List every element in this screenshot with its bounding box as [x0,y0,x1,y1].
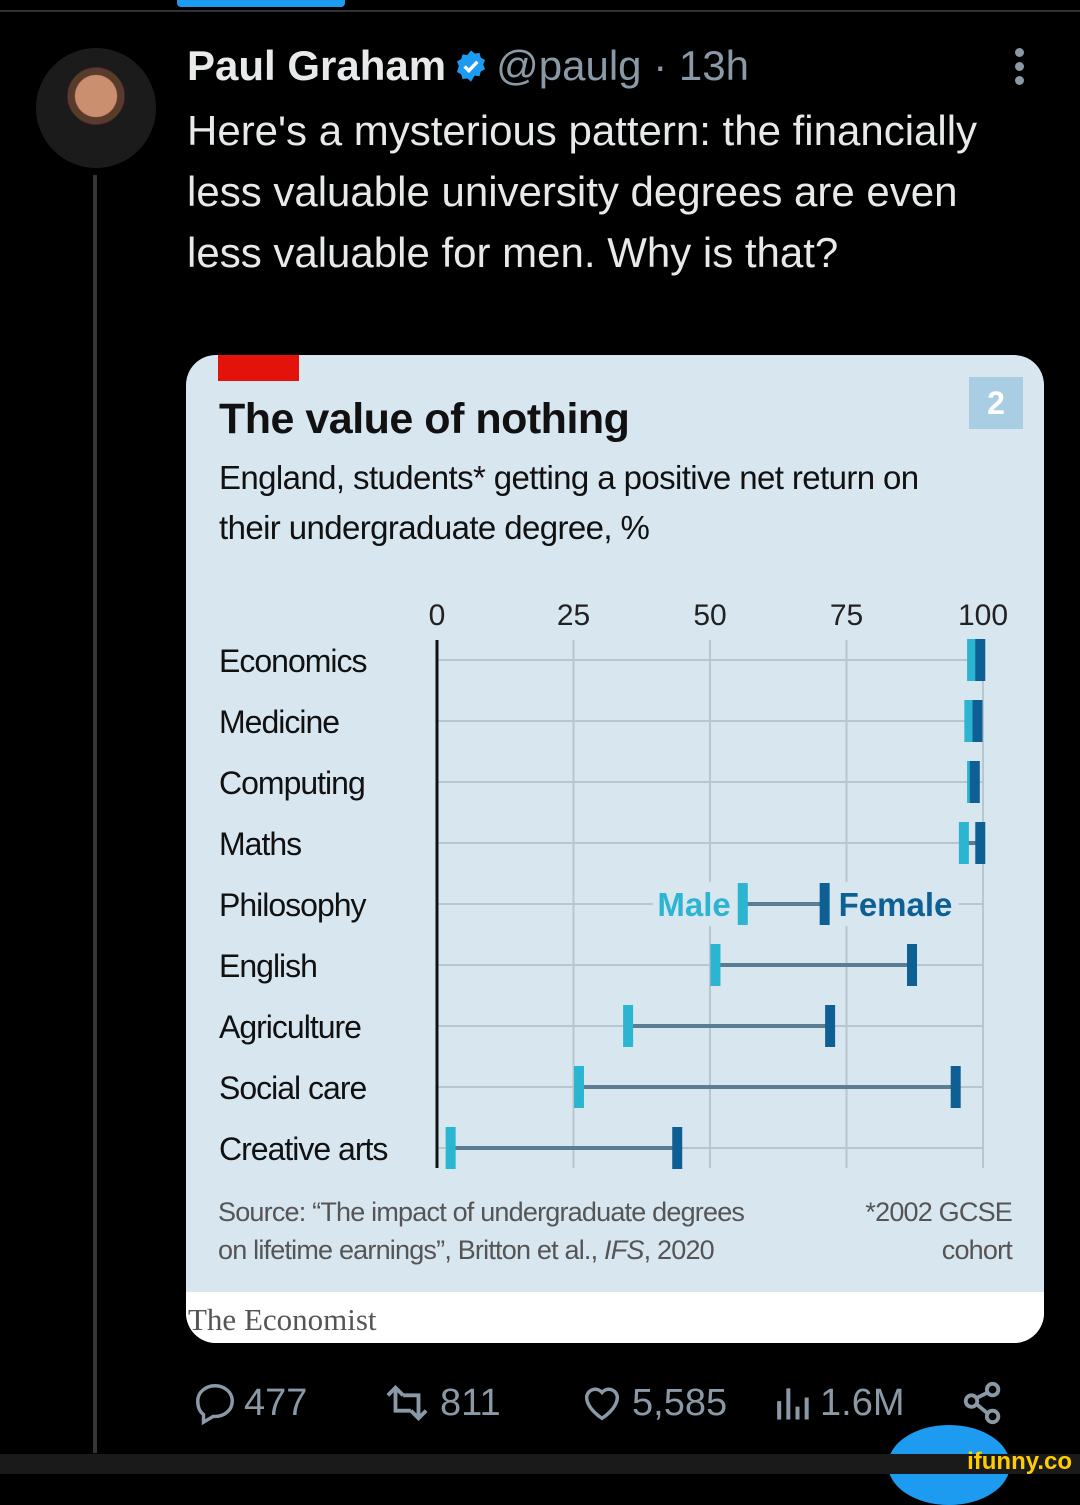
chart-plot: 0 25 50 75 100 Economics Medicine Computing Math… [219,599,1008,1169]
repost-arrows-icon [386,1384,428,1422]
male-marker [573,1066,584,1108]
x-tick-label: 75 [830,599,863,632]
avatar[interactable] [36,48,156,168]
female-marker [975,639,986,681]
separator: · [653,42,668,89]
female-marker [972,700,983,742]
source-line-2: on lifetime earnings”, Britton et al., I… [218,1231,744,1269]
female-marker [975,822,986,864]
legend-female: Female [839,886,953,923]
thread-line [93,175,97,1453]
male-marker [737,883,748,925]
repost-button[interactable]: 811 [380,1380,501,1426]
male-marker [958,822,969,864]
timestamp[interactable]: 13h [678,42,749,89]
author-name[interactable]: Paul Graham [187,42,447,89]
divider [0,10,1080,12]
female-marker [819,883,830,925]
chart-image[interactable]: 2 The value of nothing England, students… [186,355,1044,1343]
tweet-actions: 477 811 5,585 1.6M [0,1380,1080,1430]
reply-button[interactable]: 477 [192,1380,307,1426]
active-tab-indicator [177,0,345,7]
category-label: Social care [219,1070,367,1106]
chart-footnote: *2002 GCSE cohort [865,1193,1012,1269]
x-tick-label: 50 [693,599,726,632]
legend-bg [828,882,959,926]
view-count: 1.6M [820,1381,905,1424]
female-marker [825,1005,836,1047]
x-tick-label: 100 [958,599,1008,632]
male-marker [710,944,721,986]
views-button[interactable]: 1.6M [770,1380,904,1426]
brand-strip: The Economist [186,1292,1044,1343]
source-line-1: Source: “The impact of undergraduate deg… [218,1197,745,1227]
author-handle[interactable]: @paulg [496,42,642,89]
male-marker [964,700,975,742]
repost-count: 811 [440,1381,501,1424]
female-marker [950,1066,961,1108]
source-text: on lifetime earnings”, Britton et al., [218,1235,604,1265]
male-marker [967,639,978,681]
watermark: ifunny.co [967,1448,1072,1475]
heart-icon [584,1387,620,1421]
economist-logo: The Economist [188,1302,377,1337]
source-publisher: IFS [604,1235,644,1265]
share-button[interactable] [960,1380,1006,1426]
chart-title: The value of nothing [219,395,630,443]
category-label: Agriculture [219,1009,361,1045]
category-label: Maths [219,826,301,862]
female-marker [672,1127,683,1169]
more-vertical-icon[interactable] [1008,48,1030,88]
reply-count: 477 [244,1381,308,1424]
category-label: Computing [219,765,365,801]
source-year: , 2020 [643,1235,715,1265]
tweet-text: Here's a mysterious pattern: the financi… [187,107,978,276]
speech-bubble-icon [196,1384,234,1426]
verified-badge-icon [457,50,486,82]
economist-red-bar [218,355,299,381]
chart-source: Source: “The impact of undergraduate deg… [218,1193,745,1269]
bar-chart-icon [777,1388,809,1420]
like-button[interactable]: 5,585 [578,1380,727,1426]
x-tick-label: 0 [429,599,446,632]
like-count: 5,585 [632,1381,728,1424]
x-tick-label: 25 [557,599,590,632]
category-label: Philosophy [219,887,367,923]
category-label: Creative arts [219,1131,387,1167]
share-icon [963,1381,1001,1425]
female-marker [969,761,980,803]
bottom-bar [0,1454,1080,1474]
category-label: Economics [219,643,367,679]
footnote-line-2: cohort [941,1235,1013,1265]
chart-subtitle: England, students* getting a positive ne… [219,459,919,546]
page-badge: 2 [969,377,1023,429]
legend-male: Male [657,886,730,923]
legend-bg [652,882,743,926]
category-label: English [219,948,317,984]
male-marker [623,1005,634,1047]
female-marker [907,944,918,986]
category-label: Medicine [219,704,339,740]
male-marker [445,1127,456,1169]
tweet-header: Paul Graham @paulg · 13h [187,42,749,90]
footnote-line-1: *2002 GCSE [865,1197,1012,1227]
